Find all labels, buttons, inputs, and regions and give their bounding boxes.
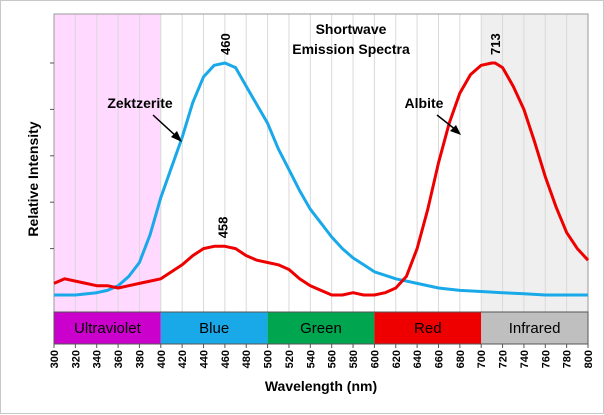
- chart-title: Shortwave: [316, 21, 387, 37]
- x-tick-label-400: 400: [156, 350, 168, 368]
- x-tick-label-800: 800: [583, 350, 595, 368]
- annotation-arrow-albite: [436, 114, 457, 131]
- x-tick-label-560: 560: [327, 350, 339, 368]
- x-tick-label-460: 460: [220, 350, 232, 368]
- band-border: [53, 311, 589, 345]
- x-tick-label-380: 380: [134, 350, 146, 368]
- band-blue: [160, 312, 268, 344]
- x-tick-label-420: 420: [177, 350, 189, 368]
- series-line-albite: [53, 61, 590, 297]
- band-label-infrared: Infrared: [509, 320, 561, 337]
- grid-layer: [50, 13, 589, 313]
- x-tick-label-320: 320: [70, 350, 82, 368]
- x-tick-label-440: 440: [199, 350, 211, 368]
- x-tick-label-620: 620: [391, 350, 403, 368]
- y-axis-label: Relative Intensity: [25, 121, 41, 236]
- x-tick-label-520: 520: [284, 350, 296, 368]
- x-tick-label-680: 680: [455, 350, 467, 368]
- x-tick-label-700: 700: [476, 350, 488, 368]
- annotation-zektzerite: Zektzerite: [107, 95, 173, 111]
- x-axis-label: Wavelength (nm): [265, 378, 377, 394]
- band-label-blue: Blue: [199, 320, 229, 337]
- annotation-arrowhead-albite: [450, 125, 461, 135]
- x-tick-label-600: 600: [369, 350, 381, 368]
- x-tick-label-760: 760: [540, 350, 552, 368]
- x-tick-label-500: 500: [263, 350, 275, 368]
- x-tick-label-740: 740: [519, 350, 531, 368]
- annotation-layer: 460 458 713 Zektzerite Albite: [107, 33, 503, 238]
- band-red: [374, 312, 482, 344]
- band-ultraviolet: [54, 312, 161, 344]
- x-tick-label-480: 480: [241, 350, 253, 368]
- band-green: [267, 312, 375, 344]
- x-tick-label-540: 540: [305, 350, 317, 368]
- peak-label-albite-red: 713: [488, 33, 503, 55]
- peak-label-albite-blue: 458: [216, 217, 231, 239]
- x-tick-label-780: 780: [562, 350, 574, 368]
- x-tick-label-660: 660: [434, 350, 446, 368]
- region-shade-ultraviolet: [54, 14, 161, 312]
- band-label-red: Red: [414, 320, 442, 337]
- x-tick-label-720: 720: [498, 350, 510, 368]
- x-tick-label-360: 360: [113, 350, 125, 368]
- band-label-green: Green: [300, 320, 342, 337]
- band-label-ultraviolet: Ultraviolet: [74, 320, 142, 337]
- series-layer: [53, 61, 590, 297]
- x-tick-label-640: 640: [412, 350, 424, 368]
- x-tick-label-580: 580: [348, 350, 360, 368]
- x-tick-label-340: 340: [92, 350, 104, 368]
- region-shade-infrared: [481, 14, 588, 312]
- annotation-albite: Albite: [405, 95, 444, 111]
- color-band-layer: Ultraviolet Blue Green Red Infrared: [53, 311, 589, 345]
- x-tick-layer: 300 320 340 360 380 400 420 440 460 480 500 520 540 5…: [49, 344, 595, 368]
- chart-subtitle: Emission Spectra: [292, 41, 410, 57]
- annotation-arrowhead-zektzerite: [171, 131, 182, 142]
- series-line-zektzerite: [54, 61, 588, 297]
- annotation-arrow-zektzerite: [152, 114, 178, 138]
- band-infrared: [481, 312, 588, 344]
- x-tick-label-300: 300: [49, 350, 61, 368]
- peak-label-zektzerite: 460: [218, 33, 233, 55]
